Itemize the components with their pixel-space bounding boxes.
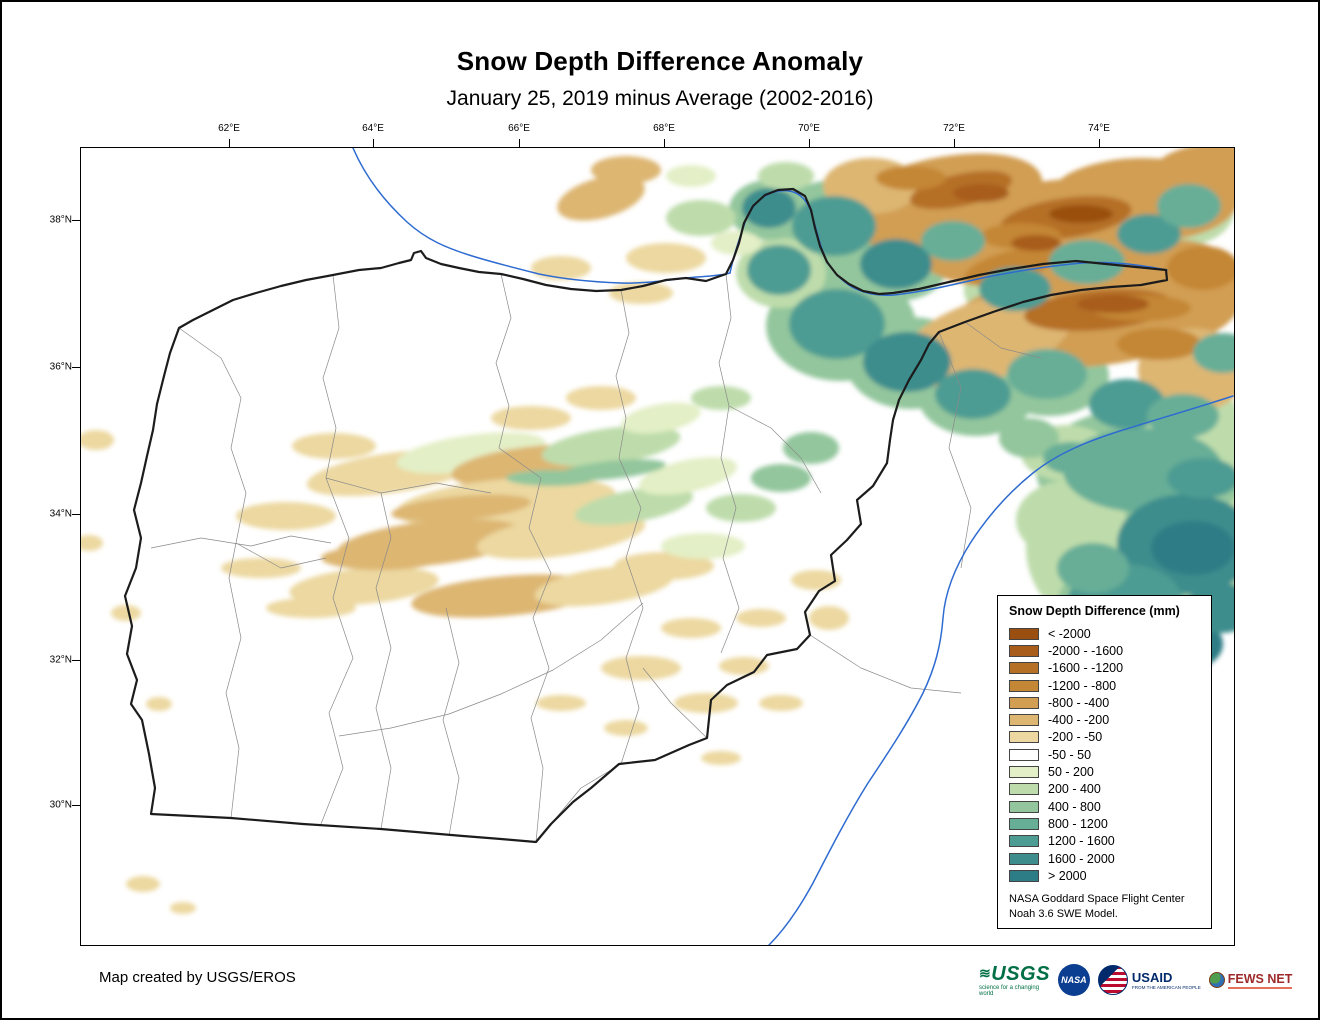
lon-tick-label: 68°E: [653, 123, 675, 134]
harirud-amu-river: [352, 148, 731, 284]
province-boundaries: [150, 273, 1042, 843]
legend-source-line1: NASA Goddard Space Flight Center: [1009, 893, 1185, 906]
lat-tick-label: 38°N: [49, 214, 72, 226]
legend-swatch: [1009, 766, 1039, 779]
legend-swatch: [1009, 748, 1039, 761]
page-title: Snow Depth Difference Anomaly: [456, 46, 864, 76]
nasa-logo: NASA: [1057, 964, 1090, 996]
legend-entry: 200 - 400: [1009, 781, 1203, 798]
legend-entry: -1200 - -800: [1009, 677, 1203, 694]
legend-entry: 800 - 1200: [1009, 815, 1203, 832]
map-canvas: Snow Depth Difference (mm) < -2000 -2000 …: [80, 147, 1235, 946]
terrain-anomaly-layer: [81, 148, 1234, 914]
lon-tick: [1099, 139, 1100, 147]
legend-entry: < -2000: [1009, 625, 1203, 642]
legend-swatch: [1009, 783, 1039, 796]
page-subtitle: January 25, 2019 minus Average (2002-201…: [446, 87, 874, 110]
globe-icon: [1208, 972, 1225, 988]
legend-entry-label: -400 - -200: [1048, 713, 1110, 728]
legend-swatch: [1009, 817, 1039, 830]
lon-tick: [229, 139, 230, 147]
legend-entry-label: -2000 - -1600: [1048, 643, 1124, 658]
legend-swatch: [1009, 869, 1039, 882]
usgs-tagline: science for a changing world: [979, 984, 1040, 997]
lat-tick-label: 34°N: [49, 508, 72, 520]
fewsnet-logo: FEWS NET: [1208, 972, 1293, 989]
lon-tick-label: 74°E: [1088, 123, 1110, 134]
legend-swatch: [1009, 627, 1039, 640]
legend-swatch: [1009, 835, 1039, 848]
legend-entry-label: -800 - -400: [1048, 695, 1110, 710]
legend-entry: -2000 - -1600: [1009, 642, 1203, 659]
fewsnet-wordmark: FEWS NET: [1227, 972, 1293, 989]
legend-swatch: [1009, 679, 1039, 692]
lon-tick-label: 62°E: [218, 123, 240, 134]
legend-entry-label: -200 - -50: [1048, 730, 1103, 745]
legend-entry-label: 800 - 1200: [1048, 816, 1108, 831]
legend-swatch: [1009, 731, 1039, 744]
legend-entry-label: 1200 - 1600: [1048, 834, 1115, 849]
lat-tick-label: 36°N: [49, 361, 72, 373]
legend-entry: 50 - 200: [1009, 763, 1203, 780]
legend-swatch: [1009, 800, 1039, 813]
map-legend: Snow Depth Difference (mm) < -2000 -2000 …: [997, 595, 1212, 930]
legend-title: Snow Depth Difference (mm): [1009, 604, 1180, 618]
legend-entry: > 2000: [1009, 867, 1203, 884]
lon-tick: [373, 139, 374, 147]
legend-swatch: [1009, 852, 1039, 865]
usaid-tagline: FROM THE AMERICAN PEOPLE: [1131, 984, 1201, 990]
lon-tick: [954, 139, 955, 147]
map-credit: Map created by USGS/EROS: [99, 969, 296, 986]
legend-entry-label: -1200 - -800: [1048, 678, 1117, 693]
lon-tick: [664, 139, 665, 147]
legend-entry-label: -1600 - -1200: [1048, 661, 1124, 676]
legend-swatch: [1009, 662, 1039, 675]
lat-tick: [72, 367, 80, 368]
usaid-logo: USAID FROM THE AMERICAN PEOPLE: [1097, 965, 1201, 995]
country-border: [123, 187, 1169, 844]
usgs-logo: ≋USGS science for a changing world: [979, 964, 1050, 997]
lat-tick-label: 30°N: [49, 799, 72, 811]
lon-tick-label: 66°E: [508, 123, 530, 134]
lat-tick: [72, 660, 80, 661]
legend-swatch: [1009, 644, 1039, 657]
legend-entry: 400 - 800: [1009, 798, 1203, 815]
lat-tick: [72, 514, 80, 515]
lon-tick-label: 64°E: [362, 123, 384, 134]
legend-source-line2: Noah 3.6 SWE Model.: [1009, 907, 1118, 920]
legend-entry-label: < -2000: [1048, 626, 1091, 641]
legend-entries: < -2000 -2000 - -1600 -1600 - -1200 -1200 -…: [1009, 625, 1203, 884]
legend-entry-label: 50 - 200: [1048, 765, 1094, 780]
legend-entry: -400 - -200: [1009, 711, 1203, 728]
legend-swatch: [1009, 696, 1039, 709]
legend-entry: -50 - 50: [1009, 746, 1203, 763]
lat-tick: [72, 220, 80, 221]
nasa-wordmark: NASA: [1061, 975, 1087, 985]
legend-entry: -800 - -400: [1009, 694, 1203, 711]
lat-tick: [72, 805, 80, 806]
legend-entry-label: 400 - 800: [1048, 799, 1101, 814]
lon-tick-label: 70°E: [798, 123, 820, 134]
usaid-flag-icon: [1097, 965, 1128, 995]
lon-tick: [519, 139, 520, 147]
legend-entry-label: -50 - 50: [1048, 747, 1092, 762]
usaid-wordmark: USAID: [1131, 969, 1173, 985]
usgs-wordmark: ≋USGS: [979, 962, 1050, 985]
legend-swatch: [1009, 714, 1039, 727]
indus-river: [768, 395, 1234, 945]
lon-tick: [809, 139, 810, 147]
legend-entry-label: > 2000: [1048, 868, 1087, 883]
usgs-wave-icon: ≋: [979, 964, 992, 981]
legend-entry: -200 - -50: [1009, 729, 1203, 746]
logo-strip: ≋USGS science for a changing world NASA …: [979, 958, 1293, 1002]
legend-entry: 1600 - 2000: [1009, 850, 1203, 867]
lat-tick-label: 32°N: [49, 654, 72, 666]
legend-entry-label: 1600 - 2000: [1048, 851, 1115, 866]
legend-entry: 1200 - 1600: [1009, 833, 1203, 850]
legend-source-note: NASA Goddard Space Flight Center Noah 3.…: [1009, 892, 1203, 921]
legend-entry: -1600 - -1200: [1009, 660, 1203, 677]
legend-entry-label: 200 - 400: [1048, 782, 1101, 797]
lon-tick-label: 72°E: [943, 123, 965, 134]
